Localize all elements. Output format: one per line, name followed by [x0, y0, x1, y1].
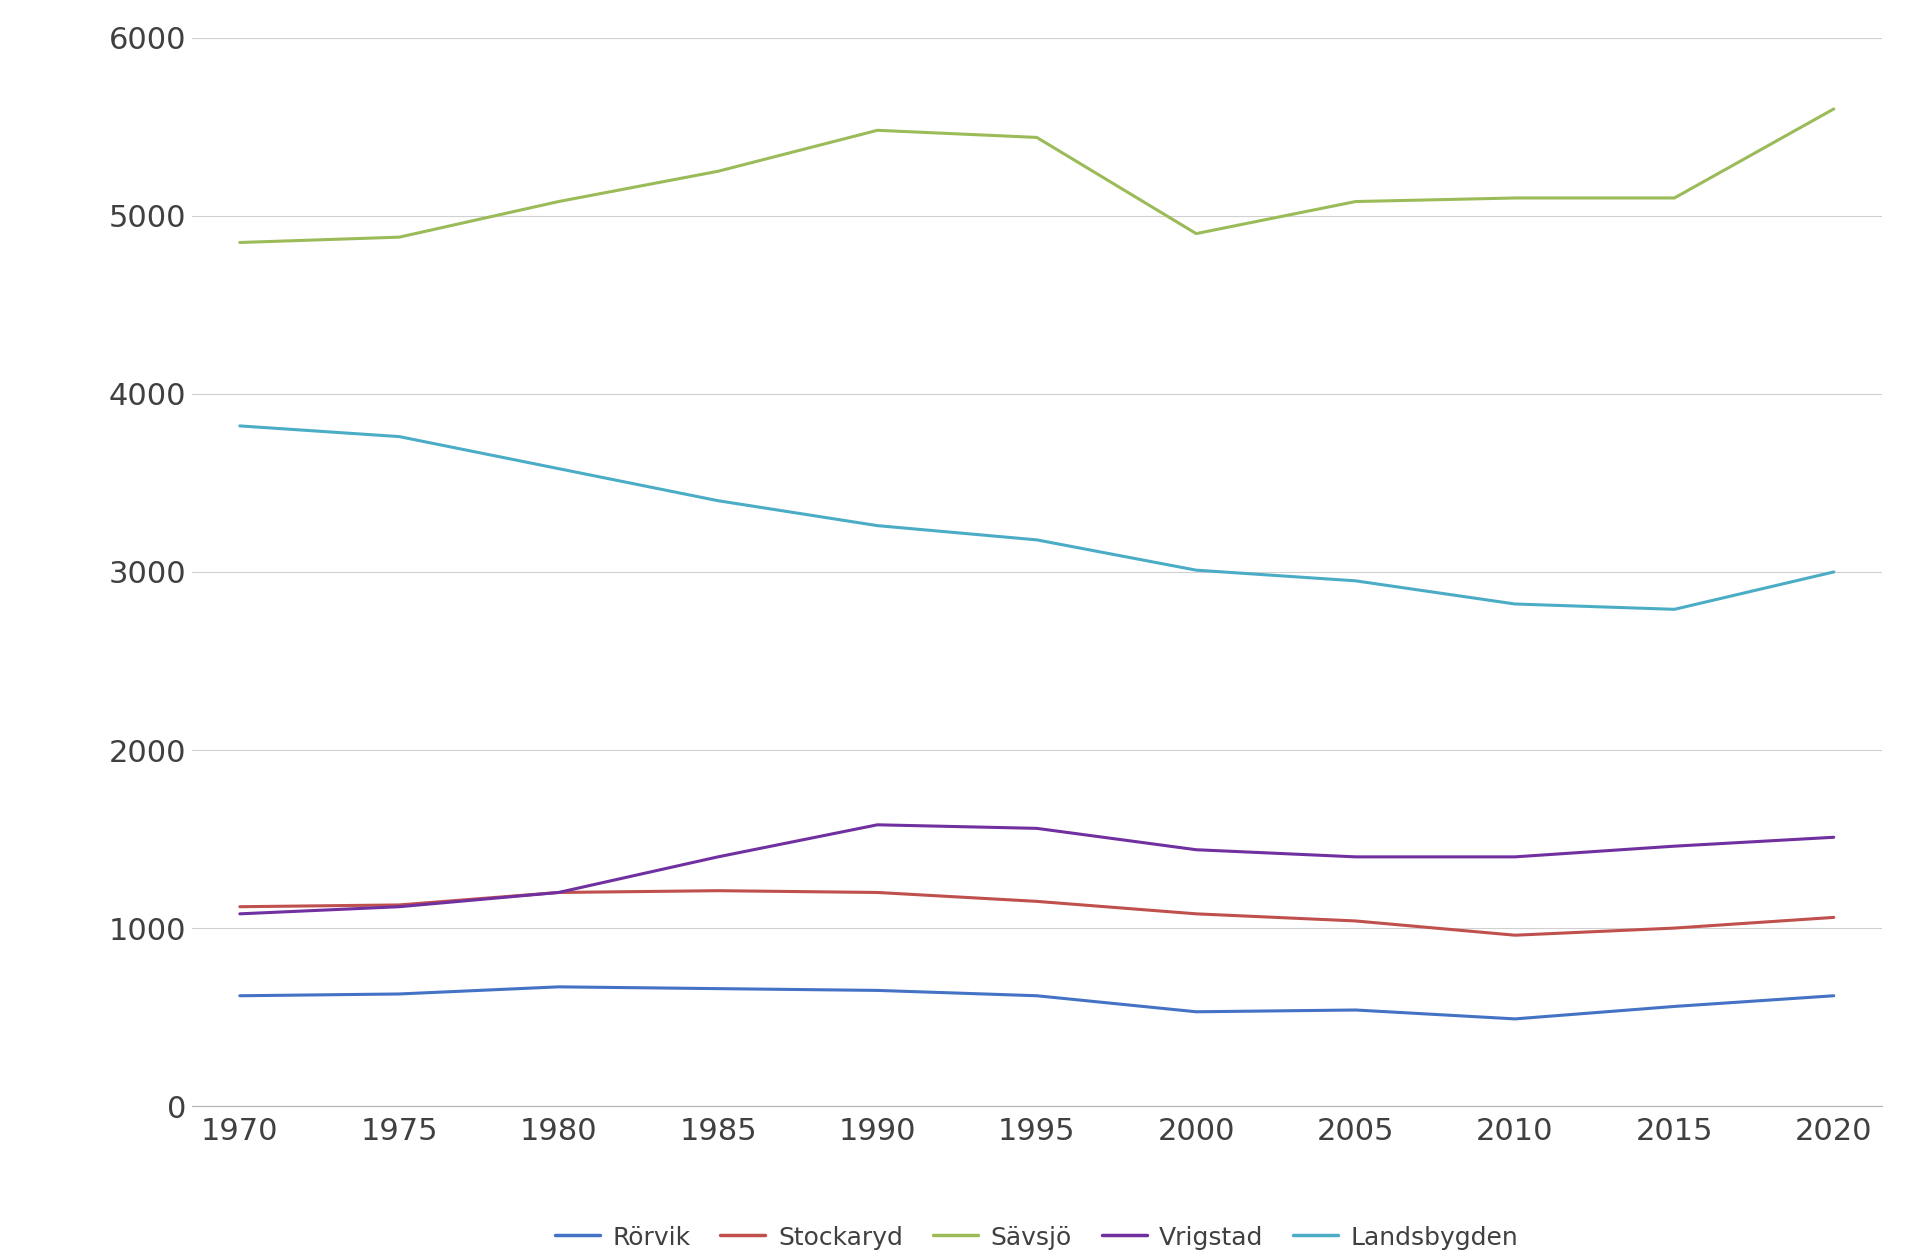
- Vrigstad: [1344, 850, 1367, 865]
- Sävsjö: [1185, 226, 1208, 241]
- Legend: Rörvik, Stockaryd, Sävsjö, Vrigstad, Landsbygden: Rörvik, Stockaryd, Sävsjö, Vrigstad, Lan…: [545, 1214, 1528, 1257]
- Rörvik: [388, 987, 411, 1002]
- Vrigstad: [547, 885, 570, 900]
- Stockaryd: [1503, 928, 1526, 943]
- Line: Landsbygden: Landsbygden: [240, 426, 1834, 610]
- Vrigstad: [1185, 842, 1208, 857]
- Rörvik: [707, 980, 730, 996]
- Rörvik: [1185, 1004, 1208, 1019]
- Sävsjö: [866, 123, 889, 138]
- Stockaryd: [1344, 914, 1367, 929]
- Rörvik: [547, 979, 570, 994]
- Stockaryd: [1025, 894, 1048, 909]
- Stockaryd: [388, 897, 411, 913]
- Stockaryd: [228, 899, 252, 914]
- Vrigstad: [707, 850, 730, 865]
- Landsbygden: [1822, 564, 1845, 579]
- Landsbygden: [1503, 596, 1526, 611]
- Sävsjö: [1503, 190, 1526, 205]
- Sävsjö: [1822, 102, 1845, 117]
- Line: Rörvik: Rörvik: [240, 987, 1834, 1019]
- Sävsjö: [707, 163, 730, 178]
- Stockaryd: [1663, 920, 1686, 935]
- Line: Vrigstad: Vrigstad: [240, 825, 1834, 914]
- Stockaryd: [1185, 906, 1208, 921]
- Vrigstad: [866, 817, 889, 832]
- Landsbygden: [866, 518, 889, 533]
- Landsbygden: [1025, 533, 1048, 548]
- Rörvik: [1503, 1012, 1526, 1027]
- Sävsjö: [388, 230, 411, 245]
- Rörvik: [1663, 999, 1686, 1014]
- Stockaryd: [547, 885, 570, 900]
- Landsbygden: [1344, 573, 1367, 588]
- Landsbygden: [707, 493, 730, 508]
- Rörvik: [1344, 1003, 1367, 1018]
- Sävsjö: [1663, 190, 1686, 205]
- Sävsjö: [1025, 129, 1048, 145]
- Stockaryd: [1822, 910, 1845, 925]
- Vrigstad: [1663, 838, 1686, 854]
- Vrigstad: [1503, 850, 1526, 865]
- Landsbygden: [1185, 563, 1208, 578]
- Line: Stockaryd: Stockaryd: [240, 891, 1834, 935]
- Landsbygden: [1663, 602, 1686, 617]
- Landsbygden: [388, 429, 411, 444]
- Rörvik: [228, 988, 252, 1003]
- Vrigstad: [388, 899, 411, 914]
- Stockaryd: [866, 885, 889, 900]
- Sävsjö: [547, 194, 570, 209]
- Stockaryd: [707, 884, 730, 899]
- Rörvik: [1822, 988, 1845, 1003]
- Sävsjö: [228, 235, 252, 250]
- Landsbygden: [228, 419, 252, 434]
- Rörvik: [1025, 988, 1048, 1003]
- Landsbygden: [547, 461, 570, 476]
- Vrigstad: [228, 906, 252, 921]
- Sävsjö: [1344, 194, 1367, 209]
- Rörvik: [866, 983, 889, 998]
- Vrigstad: [1025, 821, 1048, 836]
- Line: Sävsjö: Sävsjö: [240, 109, 1834, 243]
- Vrigstad: [1822, 830, 1845, 845]
